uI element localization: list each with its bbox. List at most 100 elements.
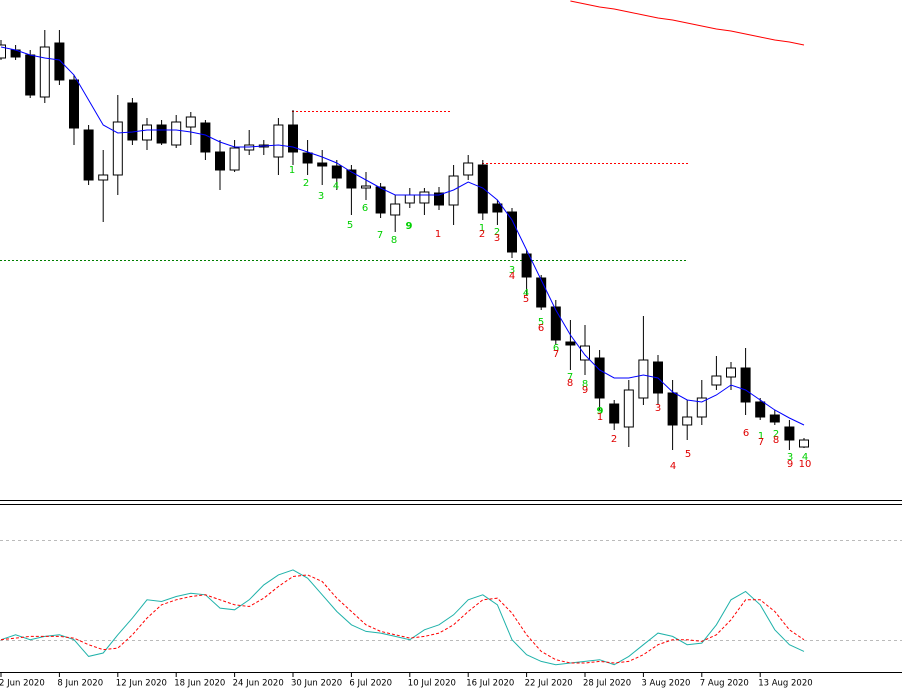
count-label: 4 bbox=[333, 181, 339, 192]
count-label: 5 bbox=[347, 220, 353, 231]
count-label: 1 bbox=[435, 229, 441, 240]
candle-body bbox=[711, 375, 722, 386]
candle-body bbox=[171, 121, 182, 146]
candle-body bbox=[112, 121, 123, 176]
count-label: 5 bbox=[538, 317, 544, 328]
candle-body bbox=[83, 129, 94, 181]
count-label: 8 bbox=[773, 435, 779, 446]
count-label: 2 bbox=[611, 434, 617, 445]
candle-body bbox=[39, 46, 50, 98]
count-label: 5 bbox=[523, 294, 529, 305]
count-label: 8 bbox=[391, 235, 397, 246]
x-tick-label: 6 Jul 2020 bbox=[349, 679, 392, 689]
x-tick-label: 3 Aug 2020 bbox=[641, 679, 690, 689]
count-label: 7 bbox=[758, 437, 764, 448]
x-tick-label: 24 Jun 2020 bbox=[233, 679, 284, 689]
count-label: 9 bbox=[406, 221, 413, 232]
count-label: 6 bbox=[743, 428, 749, 439]
x-tick-label: 22 Jul 2020 bbox=[525, 679, 573, 689]
candle-body bbox=[142, 124, 152, 141]
count-label: 1 bbox=[597, 412, 603, 423]
x-tick-label: 12 Jun 2020 bbox=[116, 679, 167, 689]
moving-average bbox=[570, 0, 805, 46]
count-label: 6 bbox=[362, 203, 368, 214]
x-tick-label: 16 Jul 2020 bbox=[466, 679, 514, 689]
candle-body bbox=[638, 359, 649, 399]
candle-body bbox=[0, 44, 6, 59]
candle-body bbox=[229, 147, 240, 171]
count-label: 3 bbox=[494, 233, 500, 244]
candle-body bbox=[521, 253, 532, 278]
x-tick-label: 2 Jun 2020 bbox=[0, 679, 45, 689]
candle-body bbox=[667, 392, 678, 426]
count-label: 1 bbox=[479, 223, 485, 234]
candle-body bbox=[127, 102, 138, 141]
candle-body bbox=[682, 416, 693, 426]
candle-body bbox=[404, 194, 415, 204]
candle-body bbox=[317, 162, 328, 167]
candle-body bbox=[477, 164, 488, 214]
candle-body bbox=[755, 401, 766, 418]
candle-body bbox=[799, 439, 809, 448]
candle-body bbox=[769, 414, 780, 423]
candle-body bbox=[200, 122, 211, 153]
candle-body bbox=[215, 151, 225, 171]
candle-body bbox=[331, 165, 342, 179]
oscillator-line bbox=[0, 574, 805, 664]
count-label: 4 bbox=[802, 452, 808, 463]
count-label: 4 bbox=[670, 461, 676, 472]
count-label: 3 bbox=[509, 265, 515, 276]
candle-body bbox=[609, 403, 620, 424]
count-label: 8 bbox=[567, 378, 573, 389]
x-tick-label: 13 Aug 2020 bbox=[758, 679, 812, 689]
candle-body bbox=[536, 277, 547, 308]
moving-average bbox=[0, 46, 805, 426]
count-label: 2 bbox=[773, 429, 779, 440]
count-label: 1 bbox=[758, 431, 764, 442]
candle-body bbox=[507, 211, 517, 253]
count-label: 6 bbox=[538, 323, 544, 334]
candle-body bbox=[492, 203, 503, 213]
x-tick-label: 10 Jul 2020 bbox=[408, 679, 456, 689]
candle-body bbox=[726, 367, 736, 378]
candle-body bbox=[302, 152, 313, 164]
candle-body bbox=[390, 203, 401, 216]
candle-body bbox=[463, 162, 474, 176]
x-tick-label: 30 Jun 2020 bbox=[291, 679, 342, 689]
candle-body bbox=[594, 357, 605, 399]
candle-body bbox=[580, 345, 590, 361]
candle-body bbox=[623, 389, 634, 428]
count-label: 5 bbox=[685, 449, 691, 460]
count-label: 8 bbox=[582, 379, 588, 390]
candle-body bbox=[98, 174, 109, 181]
candle-body bbox=[156, 124, 167, 144]
count-label: 3 bbox=[655, 403, 661, 414]
count-label: 10 bbox=[799, 459, 812, 470]
candle-body bbox=[288, 124, 298, 153]
candle-body bbox=[346, 169, 357, 189]
count-label: 4 bbox=[523, 288, 529, 299]
candle-body bbox=[565, 341, 576, 346]
count-label: 7 bbox=[567, 372, 573, 383]
count-label: 3 bbox=[318, 191, 324, 202]
count-label: 2 bbox=[303, 178, 309, 189]
x-tick-label: 18 Jun 2020 bbox=[174, 679, 225, 689]
candle-body bbox=[696, 397, 707, 418]
count-label: 7 bbox=[377, 230, 383, 241]
candle-body bbox=[740, 367, 751, 403]
count-label: 3 bbox=[787, 452, 793, 463]
candle-body bbox=[69, 79, 79, 129]
x-tick-label: 8 Jun 2020 bbox=[57, 679, 103, 689]
candle-body bbox=[550, 306, 561, 341]
count-label: 1 bbox=[289, 165, 295, 176]
candle-body bbox=[185, 116, 196, 128]
count-label: 9 bbox=[582, 385, 588, 396]
candle-body bbox=[434, 192, 444, 206]
candle-body bbox=[273, 124, 284, 158]
candle-body bbox=[361, 185, 371, 189]
count-label: 2 bbox=[479, 229, 485, 240]
count-label: 9 bbox=[597, 406, 604, 417]
count-label: 4 bbox=[509, 271, 515, 282]
